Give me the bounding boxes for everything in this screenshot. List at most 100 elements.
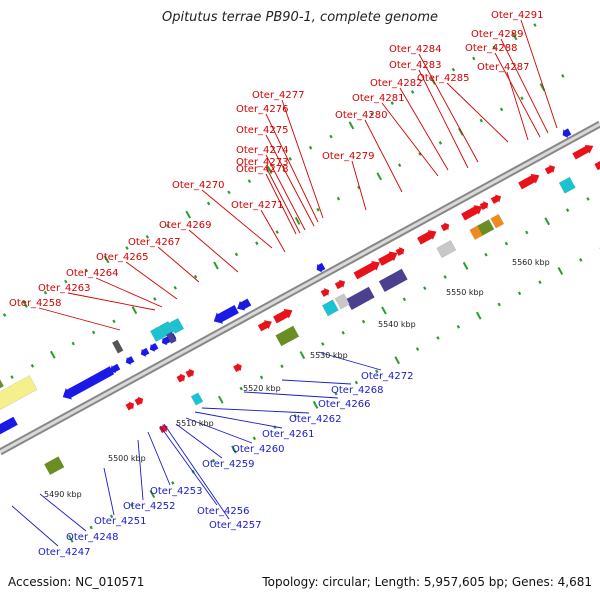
scale-label: 5540 kbp (378, 320, 416, 329)
leader-line (188, 229, 239, 273)
tick-mark (2, 313, 7, 317)
leader-line (201, 407, 310, 414)
tick-mark (30, 364, 35, 368)
tick-mark (402, 297, 407, 302)
gene-label-forward: Oter_4271 (231, 200, 284, 211)
tick-mark (43, 290, 48, 295)
tick-mark (255, 241, 259, 246)
scale-labels: 5490 kbp 5500 kbp 5510 kbp 5520 kbp 5530 kbp… (44, 258, 550, 499)
gene-feature (518, 173, 540, 190)
gene-label-reverse: Oter_4268 (331, 385, 384, 396)
tick-mark (64, 279, 68, 284)
gene-feature (0, 416, 18, 438)
leader-line (95, 277, 163, 308)
leader-line (103, 467, 115, 516)
tick-mark (415, 347, 420, 351)
gene-label-reverse: Oter_4256 (197, 506, 250, 517)
tick-mark (185, 210, 191, 219)
gene-feature (165, 331, 177, 344)
gene-feature (125, 356, 135, 365)
tick-mark (492, 45, 496, 50)
leader-line (265, 134, 315, 227)
tick-mark (10, 375, 14, 379)
tick-mark (267, 166, 273, 175)
gene-label-forward: Oter_4264 (66, 268, 119, 279)
gene-label-forward: Oter_4291 (491, 10, 544, 21)
tick-mark (275, 230, 279, 234)
tick-mark (565, 208, 570, 212)
gene-feature (185, 368, 195, 378)
gene-feature (140, 347, 150, 357)
tick-mark (336, 196, 341, 201)
tick-mark (193, 274, 198, 279)
leader-line (137, 439, 144, 501)
leader-line (494, 52, 541, 138)
leader-line (506, 71, 529, 141)
gene-feature (190, 392, 204, 406)
tick-mark (112, 319, 116, 324)
accession-text: Accession: NC_010571 (8, 575, 145, 589)
tick-mark (103, 255, 110, 264)
gene-label-forward: Oter_4277 (252, 90, 305, 101)
gene-feature (572, 144, 594, 160)
gene-label-forward: Oter_4283 (389, 60, 442, 71)
gene-feature (233, 363, 242, 373)
leader-line (265, 166, 301, 234)
gene-labels: Oter_4291 Oter_4289 Oter_4288 Oter_4284 Oter… (9, 10, 544, 558)
topology-text: Topology: circular; Length: 5,957,605 bp… (262, 575, 592, 589)
tick-mark (390, 101, 394, 105)
gene-label-forward: Oter_4280 (335, 110, 388, 121)
tick-mark (211, 458, 216, 463)
leader-line (11, 505, 59, 547)
tick-mark (497, 302, 501, 307)
tick-mark (354, 380, 359, 385)
gene-feature (558, 176, 576, 194)
leader-line (520, 19, 558, 129)
tick-mark (145, 235, 150, 239)
leader-line (364, 119, 403, 193)
tick-mark (109, 514, 114, 519)
tick-mark (520, 96, 524, 101)
tick-mark (456, 324, 461, 329)
gene-label-forward: Oter_4263 (38, 283, 91, 294)
gene-features (0, 128, 600, 476)
gene-feature (378, 251, 398, 266)
gene-feature (257, 320, 272, 332)
tick-mark (443, 275, 447, 279)
leader-line (265, 154, 306, 231)
gene-label-forward: Oter_4265 (96, 252, 149, 263)
tick-mark (84, 268, 88, 273)
gene-label-forward: Oter_4285 (417, 73, 470, 84)
tick-mark (357, 185, 361, 190)
tick-mark (504, 241, 509, 246)
leader-line (351, 160, 367, 211)
tick-mark (472, 56, 476, 61)
leader-line (446, 82, 509, 143)
leader-line (201, 189, 273, 249)
gene-label-reverse: Oter_4261 (262, 429, 315, 440)
gene-label-forward: Oter_4276 (236, 104, 289, 115)
tick-mark (436, 336, 440, 340)
gene-feature (562, 128, 572, 138)
tick-mark (561, 74, 565, 78)
tick-mark (511, 32, 518, 41)
gene-feature (62, 366, 115, 400)
gene-label-forward: Oter_4287 (477, 62, 530, 73)
gene-feature (43, 456, 65, 476)
tick-mark (375, 369, 379, 374)
tick-mark (397, 163, 402, 168)
gene-label-reverse: Oter_4248 (66, 532, 119, 543)
gene-feature (149, 325, 166, 342)
tick-mark (451, 67, 456, 72)
leader-line (281, 379, 352, 385)
tick-marks (2, 23, 600, 543)
leader-line (163, 423, 230, 520)
scale-label: 5510 kbp (176, 419, 214, 428)
tick-mark (538, 280, 542, 285)
tick-mark (213, 261, 219, 270)
tick-mark (394, 356, 400, 365)
tick-mark (517, 291, 522, 296)
leader-line (147, 431, 171, 486)
tick-mark (71, 341, 75, 346)
leader-line (67, 292, 156, 311)
